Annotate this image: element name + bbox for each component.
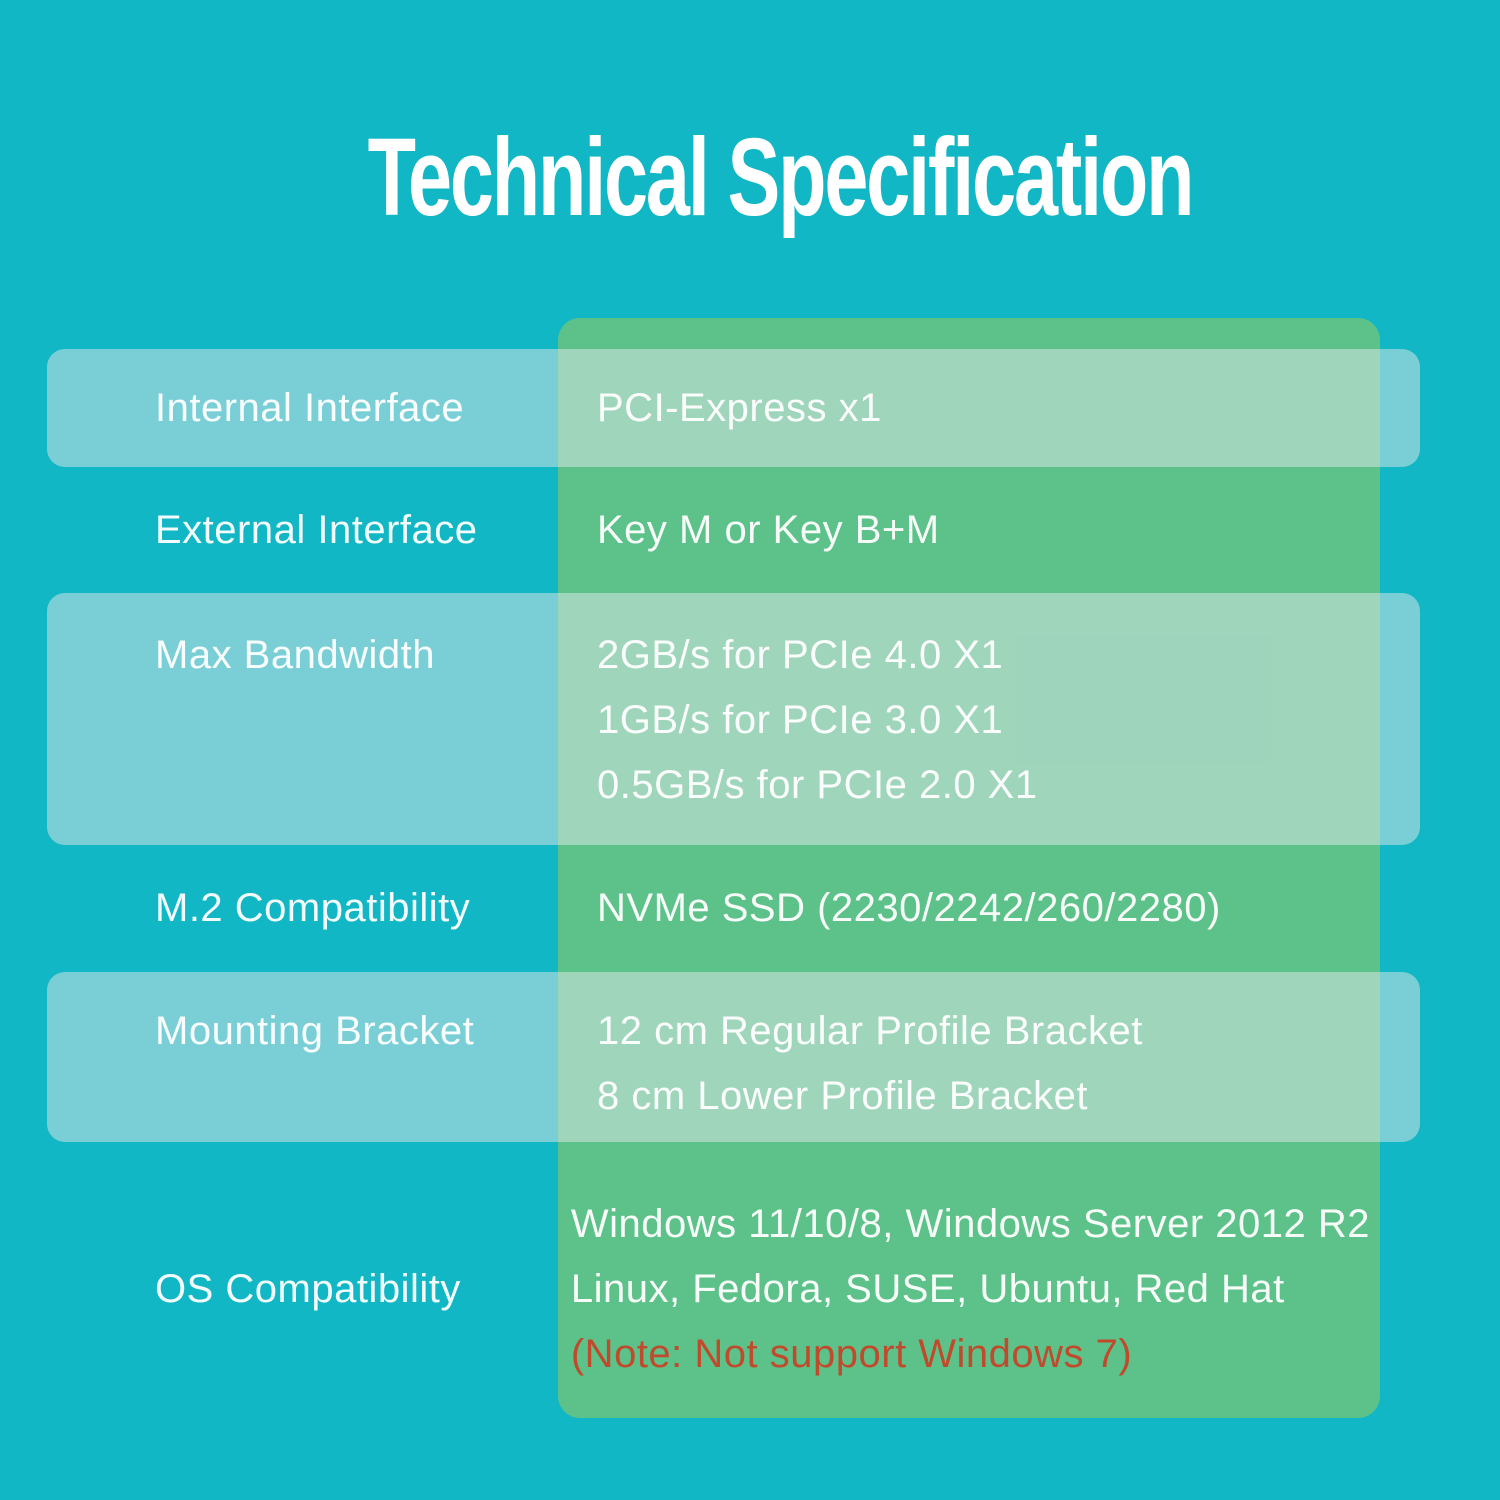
value-column-overlay (558, 318, 1380, 1418)
table-row-m2-compatibility: M.2 Compatibility NVMe SSD (2230/2242/26… (0, 845, 1500, 972)
row-value: 12 cm Regular Profile Bracket (597, 1009, 1143, 1053)
row-value-cell: 2GB/s for PCIe 4.0 X1 1GB/s for PCIe 3.0… (558, 593, 1500, 845)
row-value: Windows 11/10/8, Windows Server 2012 R2 (570, 1201, 1370, 1246)
row-value: Linux, Fedora, SUSE, Ubuntu, Red Hat (570, 1266, 1285, 1311)
table-row-internal-interface: Internal Interface PCI-Express x1 (0, 349, 1500, 467)
row-value: 8 cm Lower Profile Bracket (597, 1074, 1088, 1118)
row-label-cell: External Interface (0, 467, 558, 593)
row-value: PCI-Express x1 (597, 385, 882, 430)
row-value: 2GB/s for PCIe 4.0 X1 (597, 633, 1004, 677)
row-label-cell: M.2 Compatibility (0, 845, 558, 972)
page-title: Technical Specification (367, 116, 1195, 239)
row-stripe (47, 593, 1420, 845)
row-value: 0.5GB/s for PCIe 2.0 X1 (597, 763, 1038, 807)
row-value-cell: NVMe SSD (2230/2242/260/2280) (558, 845, 1500, 972)
row-value: NVMe SSD (2230/2242/260/2280) (597, 886, 1221, 930)
row-label-cell: Mounting Bracket (0, 972, 558, 1142)
row-value: 1GB/s for PCIe 3.0 X1 (597, 698, 1004, 742)
row-label-cell: OS Compatibility (0, 1142, 532, 1418)
row-label: External Interface (155, 507, 478, 552)
row-label-cell: Max Bandwidth (0, 593, 558, 845)
row-stripe (47, 349, 1420, 467)
table-row-external-interface: External Interface Key M or Key B+M (0, 467, 1500, 593)
row-value-cell: PCI-Express x1 (558, 349, 1500, 467)
row-label: Mounting Bracket (155, 1009, 475, 1053)
row-label: Internal Interface (155, 385, 465, 430)
row-value-cell: Key M or Key B+M (558, 467, 1500, 593)
row-label: Max Bandwidth (155, 633, 435, 677)
table-row-os-compatibility: OS Compatibility Windows 11/10/8, Window… (0, 1142, 1500, 1418)
table-row-max-bandwidth: Max Bandwidth 2GB/s for PCIe 4.0 X1 1GB/… (0, 593, 1500, 845)
windows7-note: (Note: Not support Windows 7) (570, 1331, 1133, 1376)
row-value-cell: 12 cm Regular Profile Bracket 8 cm Lower… (558, 972, 1500, 1142)
row-value: Key M or Key B+M (597, 507, 940, 552)
table-row-mounting-bracket: Mounting Bracket 12 cm Regular Profile B… (0, 972, 1500, 1142)
row-label: OS Compatibility (155, 1266, 461, 1311)
row-stripe (47, 972, 1420, 1142)
row-label: M.2 Compatibility (155, 886, 471, 930)
row-label-cell: Internal Interface (0, 349, 558, 467)
row-value-cell: Windows 11/10/8, Windows Server 2012 R2 … (532, 1142, 1500, 1418)
